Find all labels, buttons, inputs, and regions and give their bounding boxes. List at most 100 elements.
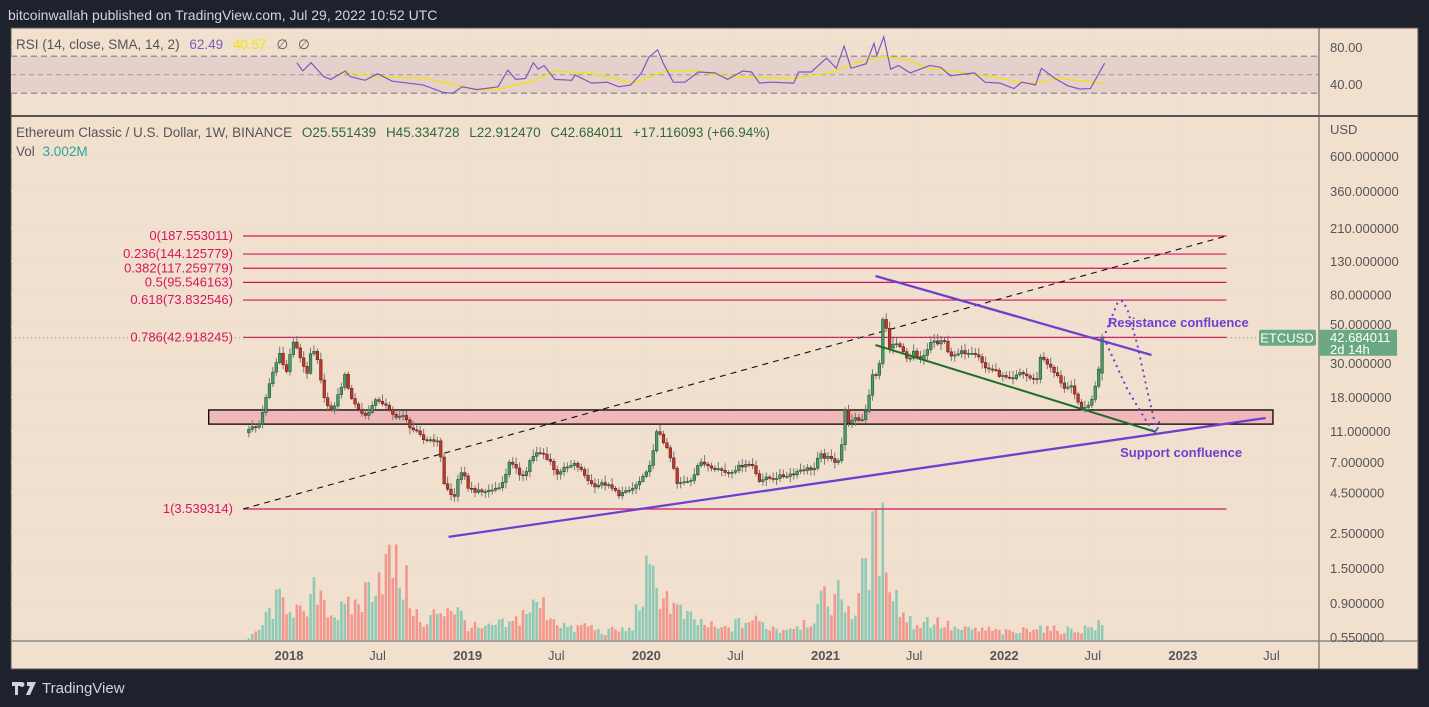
candle-body <box>1028 375 1032 379</box>
candle <box>726 470 731 478</box>
volume-bar <box>741 627 744 640</box>
volume-bar <box>569 625 573 640</box>
candle-body <box>795 470 799 476</box>
candle <box>411 421 415 433</box>
candle <box>586 468 590 485</box>
volume-bar <box>665 591 669 640</box>
symbol-legend[interactable]: Ethereum Classic / U.S. Dollar, 1W, BINA… <box>16 125 770 140</box>
fib-level-label: 0.5(95.546163) <box>145 274 233 289</box>
candle <box>1001 371 1005 382</box>
candle <box>963 343 967 360</box>
candle <box>829 449 833 462</box>
candle <box>459 466 463 485</box>
candle <box>1004 371 1008 380</box>
candle <box>493 481 498 493</box>
volume-bar <box>281 597 285 640</box>
candle-body <box>1100 337 1104 374</box>
volume-bar <box>672 602 676 640</box>
candle <box>401 410 405 421</box>
candle <box>942 338 947 345</box>
candle <box>1031 373 1036 385</box>
candle-body <box>473 488 477 493</box>
candle-body <box>562 466 566 472</box>
candle <box>600 479 604 489</box>
volume-bar <box>857 592 861 640</box>
candle-body <box>1062 382 1067 389</box>
volume-bar <box>562 622 566 640</box>
candle <box>480 487 484 497</box>
annotation-label: Support confluence <box>1120 445 1242 460</box>
volume-bar <box>346 596 350 640</box>
candle <box>312 345 316 357</box>
candle <box>548 453 553 466</box>
fib-level-label: 1(3.539314) <box>163 501 233 516</box>
price-axis-label: 360.000000 <box>1330 184 1399 199</box>
rsi-axis-label: 80.00 <box>1330 40 1363 55</box>
volume-bar <box>285 614 288 640</box>
candle-body <box>463 472 467 477</box>
volume-bar <box>658 608 662 640</box>
candle-body <box>1018 372 1022 376</box>
candle <box>271 367 275 388</box>
candle-body <box>870 374 875 396</box>
candle-body <box>459 472 463 480</box>
volume-bar <box>922 621 926 640</box>
candle <box>1045 357 1049 370</box>
volume-bar <box>312 577 316 640</box>
candle <box>682 475 686 486</box>
volume-bar <box>388 544 391 640</box>
candle-body <box>1021 372 1025 375</box>
candle-body <box>500 481 505 489</box>
candle-body <box>699 461 703 466</box>
candle <box>370 401 374 414</box>
volume-bar <box>641 606 645 640</box>
candle-body <box>1025 373 1029 377</box>
candle <box>339 382 343 399</box>
volume-bar <box>998 629 1001 640</box>
candle <box>531 449 535 464</box>
volume-bar <box>381 594 384 640</box>
candle-body <box>980 356 984 363</box>
candle <box>1038 354 1043 384</box>
candle-body <box>346 373 350 389</box>
volume-bar <box>799 629 802 640</box>
candle-body <box>1007 376 1012 379</box>
candle <box>634 481 638 495</box>
rsi-legend[interactable]: RSI (14, close, SMA, 14, 2) 62.49 40.57 … <box>16 37 310 53</box>
candle-body <box>596 484 600 488</box>
candle <box>449 483 453 501</box>
candle <box>867 388 871 414</box>
volume-bar <box>648 563 652 640</box>
candle-body <box>305 366 309 374</box>
volume-bar <box>247 638 251 640</box>
volume-legend[interactable]: Vol 3.002M <box>16 144 88 159</box>
candle-body <box>271 371 275 385</box>
candle <box>346 371 350 390</box>
volume-bar <box>477 627 480 640</box>
volume-bar <box>525 614 528 640</box>
time-axis-label: 2020 <box>632 648 661 663</box>
candle <box>631 482 635 495</box>
candle <box>644 469 648 479</box>
candle <box>812 462 816 476</box>
tradingview-footer[interactable]: TradingView <box>12 680 125 697</box>
volume-bar <box>696 625 700 640</box>
volume-bar <box>511 620 515 640</box>
candle-body <box>850 420 854 424</box>
volume-bar <box>302 611 305 640</box>
volume-bar <box>418 621 422 640</box>
volume-bar <box>980 627 984 640</box>
candle <box>257 420 261 430</box>
candle-body <box>1086 404 1090 408</box>
candle-body <box>363 413 367 416</box>
fib-level-label: 0.236(144.125779) <box>123 246 233 261</box>
volume-bar <box>528 612 532 640</box>
candle <box>473 485 477 498</box>
volume-bar <box>1076 632 1080 640</box>
candle-body <box>685 481 690 483</box>
candle-body <box>973 353 977 355</box>
volume-bar <box>816 604 819 640</box>
rsi-na-value: ∅ <box>276 37 289 52</box>
candle-body <box>260 412 265 425</box>
